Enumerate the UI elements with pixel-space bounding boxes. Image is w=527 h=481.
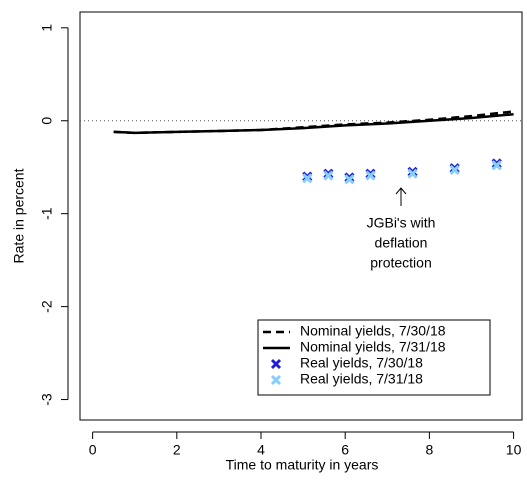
- legend-label: Real yields, 7/31/18: [300, 371, 423, 387]
- point: [365, 170, 376, 181]
- legend-swatch: [270, 374, 282, 386]
- y-tick-label: -1: [39, 207, 55, 220]
- series-line: [113, 112, 514, 135]
- y-tick-label: 1: [39, 24, 55, 32]
- annotation-text: JGBi's with: [367, 215, 436, 231]
- annotation: JGBi's with deflation protection: [367, 187, 436, 271]
- point: [407, 168, 418, 179]
- y-tick-label: -2: [39, 300, 55, 313]
- plot-box: [79, 11, 523, 421]
- annotation-text: deflation: [375, 235, 428, 251]
- point: [323, 170, 334, 181]
- annotation-text: protection: [370, 255, 431, 271]
- series-line: [113, 110, 514, 135]
- x-axis-label: Time to maturity in years: [226, 457, 379, 473]
- annotation-arrowhead: [395, 187, 407, 195]
- y-tick-label: 0: [39, 117, 55, 125]
- legend-label: Nominal yields, 7/30/18: [300, 323, 446, 339]
- legend-swatch: [270, 358, 282, 370]
- x-tick-label: 8: [425, 442, 433, 458]
- point: [344, 174, 355, 185]
- x-tick-label: 10: [506, 442, 522, 458]
- legend-box: [257, 319, 491, 396]
- legend-label: Real yields, 7/30/18: [300, 355, 423, 371]
- point: [302, 173, 313, 184]
- x-tick-label: 6: [341, 442, 349, 458]
- x-tick-label: 4: [257, 442, 265, 458]
- point: [449, 164, 460, 176]
- x-tick-label: 2: [173, 442, 181, 458]
- y-tick-label: -3: [39, 393, 55, 406]
- y-axis-label: Rate in percent: [11, 168, 27, 263]
- x-tick-label: 0: [89, 442, 97, 458]
- point: [491, 160, 502, 171]
- legend-label: Nominal yields, 7/31/18: [300, 339, 446, 355]
